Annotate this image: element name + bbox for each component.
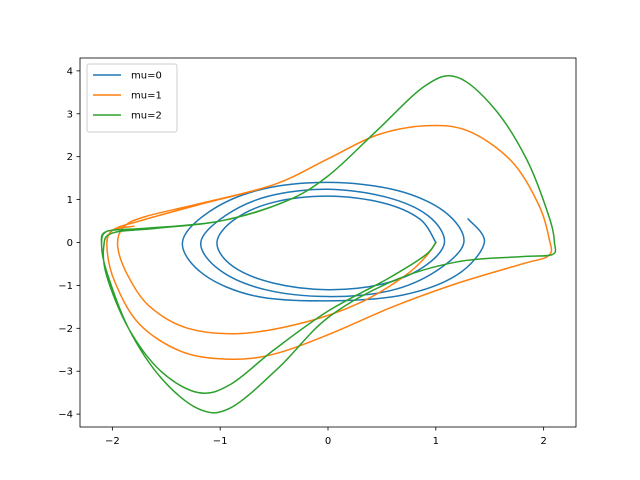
y-tick-label: 4 (67, 66, 73, 77)
x-tick-label: 0 (325, 436, 331, 447)
y-tick-label: −4 (58, 410, 73, 421)
legend-label: mu=2 (131, 111, 162, 122)
x-tick-label: −2 (105, 436, 120, 447)
series-line-mu-2 (100, 74, 557, 414)
y-tick-label: 2 (67, 152, 73, 163)
legend-label: mu=0 (131, 71, 162, 82)
x-tick-label: 1 (433, 436, 439, 447)
y-tick-label: −3 (58, 367, 73, 378)
legend-label: mu=1 (131, 91, 162, 102)
legend: mu=0 mu=1 mu=2 (86, 63, 178, 133)
y-tick-label: 3 (67, 109, 73, 120)
x-tick-label: −1 (213, 436, 228, 447)
series-layer (100, 74, 557, 414)
series-line-mu-0 (181, 181, 486, 302)
y-tick-label: −1 (58, 281, 73, 292)
y-tick-label: 1 (67, 195, 73, 206)
x-axis: −2 −1 0 1 2 (105, 427, 547, 447)
series-line-mu-1 (106, 124, 553, 361)
y-axis: −4 −3 −2 −1 0 1 2 3 4 (58, 66, 80, 421)
y-tick-label: 0 (67, 238, 73, 249)
y-tick-label: −2 (58, 324, 73, 335)
x-tick-label: 2 (540, 436, 546, 447)
